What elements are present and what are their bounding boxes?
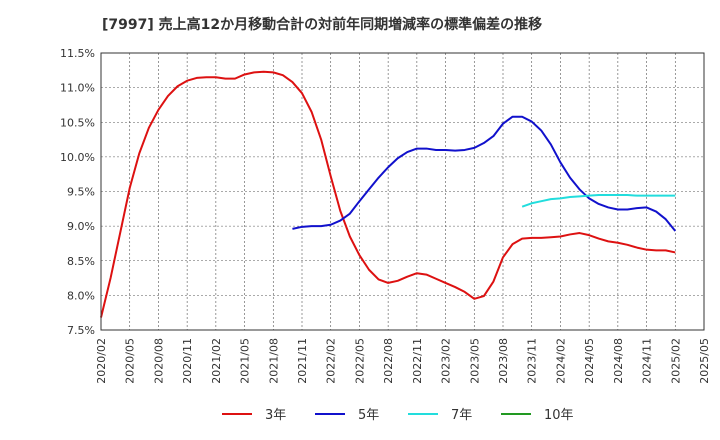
- x-tick-label: 2020/02: [95, 338, 108, 384]
- x-tick-label: 2022/05: [353, 338, 366, 384]
- series-line-7年: [521, 193, 676, 208]
- y-axis: 7.5% 8.0% 8.5% 9.0% 9.5% 10.0% 10.5% 11.0% 11.5%: [60, 47, 95, 337]
- x-tick-label: 2020/11: [181, 338, 194, 384]
- x-tick-label: 2024/11: [641, 338, 654, 384]
- y-tick-label: 10.0%: [60, 151, 95, 164]
- series-line-5年: [292, 115, 677, 232]
- series-lines: [100, 70, 677, 318]
- x-tick-label: 2020/08: [152, 338, 165, 384]
- grid: [101, 52, 704, 331]
- x-tick-label: 2022/11: [411, 338, 424, 384]
- legend-label: 5年: [358, 408, 379, 423]
- x-tick-label: 2020/05: [124, 338, 137, 384]
- x-tick-label: 2023/11: [526, 338, 539, 384]
- x-tick-label: 2021/05: [239, 338, 252, 384]
- legend-label: 3年: [265, 408, 286, 423]
- y-tick-label: 11.0%: [60, 82, 95, 95]
- y-tick-label: 10.5%: [60, 116, 95, 129]
- plot-frame: [100, 52, 705, 331]
- x-tick-label: 2023/05: [468, 338, 481, 384]
- x-tick-label: 2023/08: [497, 338, 510, 384]
- y-tick-label: 7.5%: [67, 324, 95, 337]
- x-tick-label: 2023/02: [440, 338, 453, 384]
- legend-label: 10年: [544, 408, 574, 423]
- x-tick-label: 2024/08: [612, 338, 625, 384]
- y-tick-label: 9.5%: [67, 186, 95, 199]
- x-tick-label: 2025/05: [698, 338, 711, 384]
- x-tick-label: 2021/08: [267, 338, 280, 384]
- series-line-3年: [100, 70, 676, 318]
- legend-label: 7年: [451, 408, 472, 423]
- chart-title: [7997] 売上高12か月移動合計の対前年同期増減率の標準偏差の推移: [102, 16, 542, 33]
- x-tick-label: 2024/05: [583, 338, 596, 384]
- x-tick-label: 2024/02: [554, 338, 567, 384]
- x-tick-label: 2021/02: [210, 338, 223, 384]
- x-tick-label: 2022/08: [382, 338, 395, 384]
- y-tick-label: 9.0%: [67, 220, 95, 233]
- y-tick-label: 8.5%: [67, 255, 95, 268]
- x-axis: 2020/02 2020/05 2020/08 2020/11 2021/02 2021/…: [95, 338, 711, 384]
- x-tick-label: 2025/02: [669, 338, 682, 384]
- x-tick-label: 2021/11: [296, 338, 309, 384]
- y-tick-label: 11.5%: [60, 47, 95, 60]
- x-tick-label: 2022/02: [325, 338, 338, 384]
- legend: 3年 5年 7年 10年: [222, 408, 574, 423]
- y-tick-label: 8.0%: [67, 289, 95, 302]
